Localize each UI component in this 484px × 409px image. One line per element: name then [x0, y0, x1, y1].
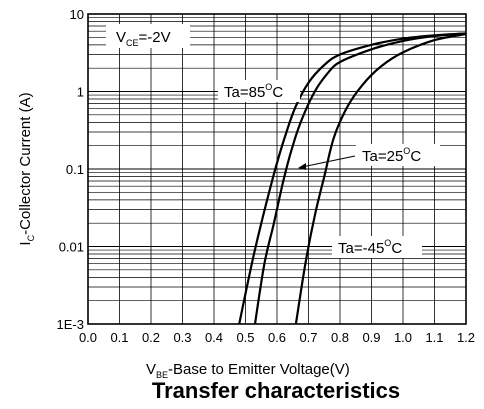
y-tick-label: 0.01: [59, 240, 84, 255]
x-tick-label: 0.4: [205, 330, 223, 345]
x-tick-label: 0.3: [173, 330, 191, 345]
x-tick-label: 1.2: [457, 330, 475, 345]
y-tick-label: 10: [70, 7, 84, 22]
ta25-arrow-line: [301, 155, 356, 168]
ta85-label: Ta=85OC: [224, 82, 283, 101]
curve-series-1: [253, 32, 467, 325]
x-tick-label: 1.1: [425, 330, 443, 345]
x-tick-label: 0.9: [362, 330, 380, 345]
y-tick-label: 0.1: [66, 162, 84, 177]
y-tick-label: 1: [77, 85, 84, 100]
ta-45-annotation: Ta=-45OC: [332, 236, 422, 258]
y-tick-label: 1E-3: [57, 317, 84, 332]
x-tick-label: 0.7: [299, 330, 317, 345]
x-tick-label: 0.2: [142, 330, 160, 345]
curves: [238, 32, 467, 325]
x-tick-label: 0.1: [110, 330, 128, 345]
ta25-annotation: Ta=25OC: [298, 144, 440, 170]
ta25-arrow-head: [298, 163, 306, 170]
x-tick-label: 0.0: [79, 330, 97, 345]
grid: [87, 14, 467, 325]
x-tick-label: 0.5: [236, 330, 254, 345]
x-axis-title: VBE-Base to Emitter Voltage(V): [146, 361, 350, 380]
ta85-annotation: Ta=85OC: [218, 80, 300, 102]
curve-series-0: [238, 32, 467, 325]
x-tick-label: 0.6: [268, 330, 286, 345]
y-axis-title: IC-Collector Current (A): [17, 92, 36, 245]
vce-annotation: VCE=-2V: [106, 24, 190, 48]
curve-series-2: [294, 33, 467, 325]
chart-title: Transfer characteristics: [152, 378, 400, 403]
tick-labels: 0.0 0.1 0.2 0.3 0.4 0.5 0.6 0.7 0.8 0.9 1.0 1.1 1.2 1…: [57, 7, 476, 345]
x-tick-label: 1.0: [394, 330, 412, 345]
x-tick-label: 0.8: [331, 330, 349, 345]
vce-label: VCE=-2V: [116, 29, 171, 48]
plot-frame: [87, 13, 467, 325]
ta-45-label: Ta=-45OC: [338, 238, 402, 257]
ta25-label: Ta=25OC: [362, 146, 421, 165]
